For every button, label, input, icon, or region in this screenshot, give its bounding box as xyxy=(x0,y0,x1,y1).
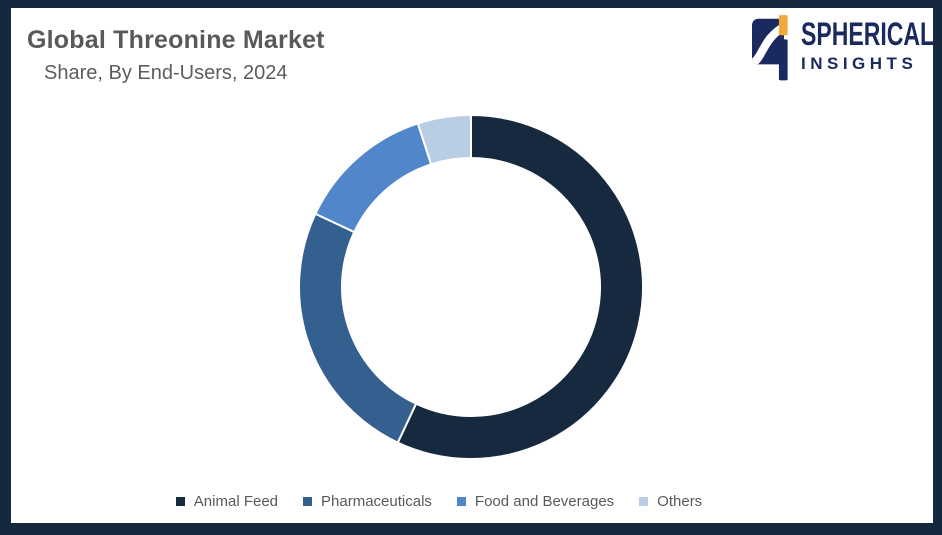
donut-segment-pharmaceuticals xyxy=(298,212,418,444)
legend-item-food-and-beverages: Food and Beverages xyxy=(456,493,615,510)
donut-segment-others xyxy=(416,114,472,166)
chart-header: Global Threonine Market Share, By End-Us… xyxy=(27,26,325,85)
donut-segment-animal-feed xyxy=(396,114,645,460)
donut-chart xyxy=(296,112,646,462)
chart-legend: Animal Feed Pharmaceuticals Food and Bever… xyxy=(11,493,933,510)
legend-marker-icon xyxy=(639,497,649,506)
logo-wordmark: SPHERICAL xyxy=(801,16,935,52)
donut-segments xyxy=(298,114,645,460)
chart-subtitle: Share, By End-Users, 2024 xyxy=(44,62,288,84)
legend-label: Animal Feed xyxy=(193,493,279,510)
legend-marker-icon xyxy=(175,497,185,506)
donut-segment-food-and-beverages xyxy=(314,122,433,234)
spherical-insights-logo-icon xyxy=(752,15,788,81)
logo-wordmark-sub: INSIGHTS xyxy=(801,54,918,73)
legend-item-pharmaceuticals: Pharmaceuticals xyxy=(303,493,432,510)
legend-label: Others xyxy=(657,493,703,510)
legend-label: Food and Beverages xyxy=(474,493,615,510)
legend-label: Pharmaceuticals xyxy=(321,493,432,510)
donut-chart-svg xyxy=(298,114,645,460)
legend-item-animal-feed: Animal Feed xyxy=(175,493,279,510)
logo-text: SPHERICAL INSIGHTS xyxy=(801,13,935,73)
legend-item-others: Others xyxy=(639,493,702,510)
chart-title: Global Threonine Market xyxy=(27,26,325,54)
legend-marker-icon xyxy=(456,497,466,506)
spherical-insights-logo: SPHERICAL INSIGHTS xyxy=(752,13,933,83)
legend-marker-icon xyxy=(303,497,313,506)
